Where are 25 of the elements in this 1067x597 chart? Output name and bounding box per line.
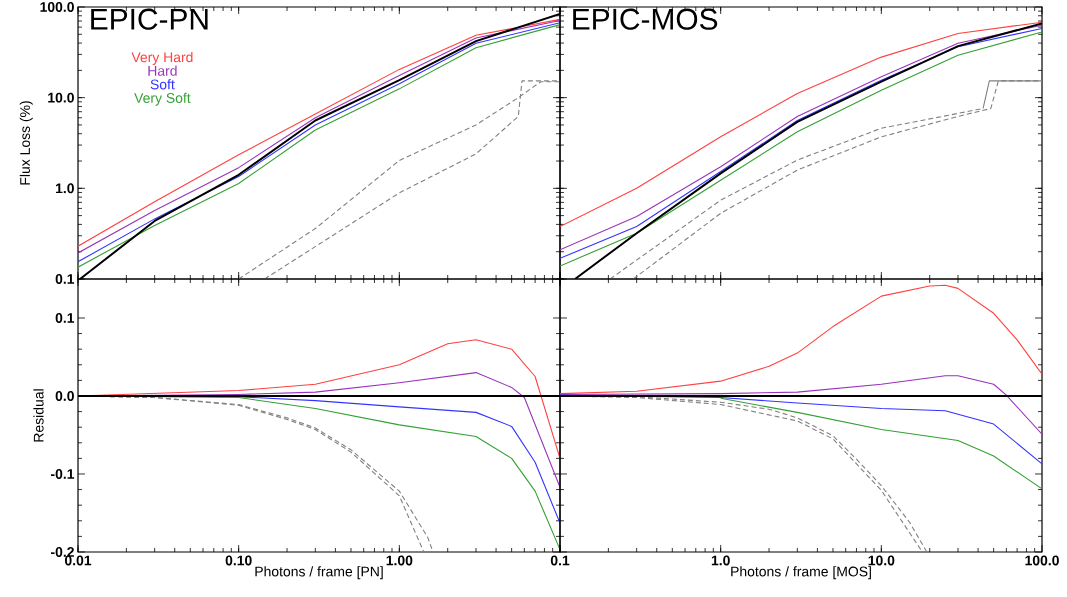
y-tick-label: 0.1	[55, 313, 75, 323]
x-tick-label: 10.0	[868, 555, 895, 566]
y-axis-title: Residual	[33, 389, 44, 442]
x-axis-title: Photons / frame [MOS]	[731, 566, 871, 580]
text: Very Hard	[131, 51, 193, 65]
x-axis-title: Photons / frame [PN]	[255, 566, 383, 580]
text: Soft	[150, 79, 175, 90]
text: Hard	[148, 65, 177, 76]
y-tick-label: 0.0	[55, 391, 74, 401]
x-tick-label: 0.10	[225, 555, 252, 566]
chart-title: EPIC-MOS	[573, 8, 718, 30]
y-tick-label: -0.1	[51, 469, 75, 479]
y-tick-label: -0.2	[51, 547, 74, 557]
y-axis-title: Flux Loss (%)	[19, 101, 33, 185]
y-tick-label: 1.0	[55, 183, 74, 194]
y-tick-label: 10.0	[48, 92, 74, 103]
text: Very Soft	[134, 92, 191, 106]
x-tick-label: 1.0	[711, 555, 730, 566]
chart-title: EPIC-PN	[91, 8, 208, 30]
y-tick-label: 0.1	[55, 274, 75, 284]
x-tick-label: 0.01	[64, 555, 92, 566]
x-tick-label: 1.00	[386, 555, 413, 566]
y-tick-label: 100.0	[40, 2, 74, 12]
x-tick-label: 0.1	[550, 555, 570, 566]
x-tick-label: 100.0	[1025, 555, 1059, 566]
